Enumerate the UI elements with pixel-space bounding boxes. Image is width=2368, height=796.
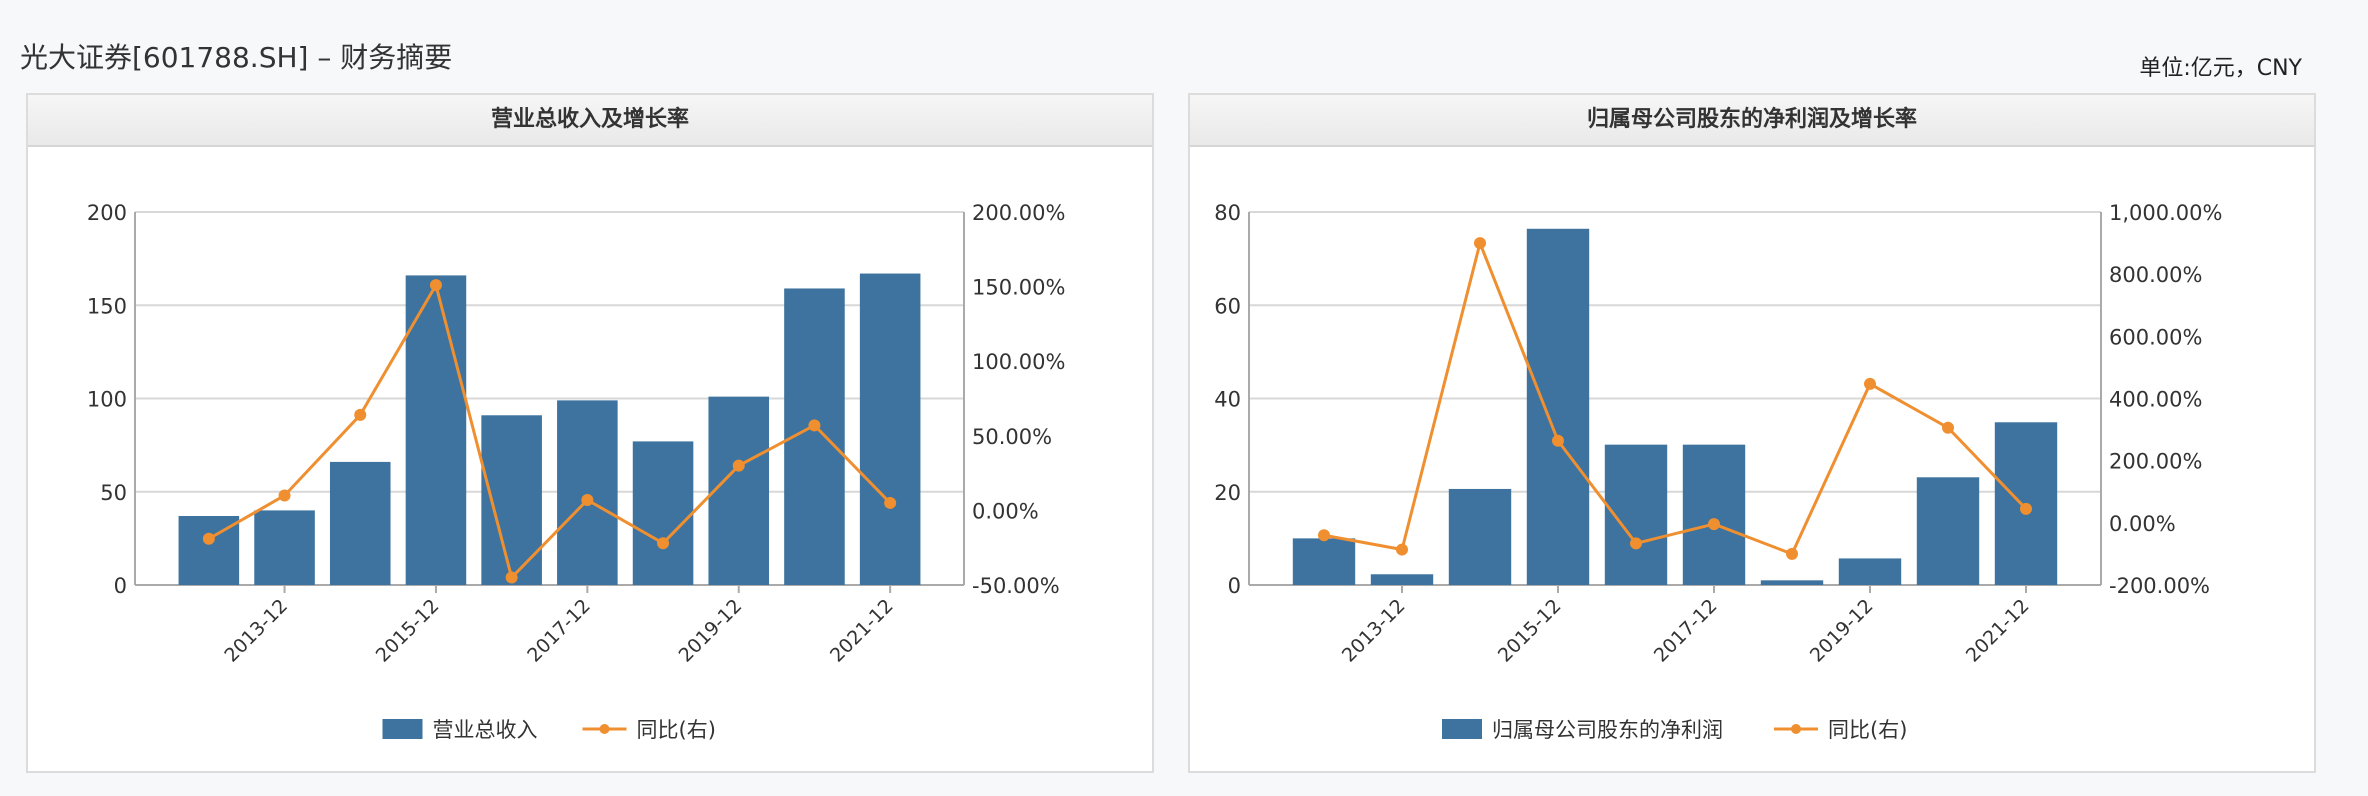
y-tick-right: 50.00% [972, 425, 1052, 449]
growth-point [808, 419, 821, 432]
y-tick-right: 200.00% [972, 201, 1065, 225]
y-tick-left: 50 [100, 481, 127, 505]
x-tick-label: 2019-12 [675, 595, 747, 667]
x-tick-label: 2015-12 [372, 595, 444, 667]
bar [859, 273, 921, 585]
y-tick-left: 200 [87, 201, 127, 225]
net-profit-chart: 0 20 40 60 80 -200.00% 0.00% 200.00% 400.00% 600.… [1214, 201, 2222, 742]
y-tick-left: 60 [1214, 294, 1241, 318]
bar [1760, 580, 1824, 585]
growth-point [657, 537, 670, 550]
legend-line-label: 同比(右) [637, 718, 716, 742]
y-tick-right: -200.00% [2109, 574, 2210, 598]
growth-point [2020, 502, 2032, 515]
growth-point [732, 459, 745, 472]
x-tick-label: 2013-12 [1338, 595, 1410, 667]
unit-label: 单位:亿元，CNY [2139, 56, 2302, 81]
page-title: 光大证券[601788.SH] – 财务摘要 [20, 41, 453, 74]
legend-bar-swatch [1442, 719, 1482, 739]
legend-bar-swatch [382, 719, 423, 739]
y-tick-right: 150.00% [972, 276, 1065, 300]
y-tick-left: 40 [1214, 388, 1241, 412]
bar [405, 275, 467, 585]
y-tick-left: 20 [1214, 481, 1241, 505]
legend-bar-label: 归属母公司股东的净利润 [1492, 718, 1723, 742]
growth-point [202, 532, 215, 545]
growth-point [581, 493, 594, 506]
bar [329, 461, 391, 585]
growth-point [1786, 547, 1798, 560]
growth-point [1318, 529, 1330, 542]
bar [1292, 538, 1356, 585]
bar [1526, 228, 1590, 585]
y-tick-left: 100 [87, 388, 127, 412]
growth-point [1552, 434, 1564, 447]
growth-point [429, 279, 442, 292]
bar [632, 441, 694, 585]
growth-point [278, 489, 291, 502]
x-tick-label: 2013-12 [220, 595, 292, 667]
bar [708, 396, 770, 585]
y-tick-right: 800.00% [2109, 263, 2202, 287]
net-profit-chart-panel: 归属母公司股东的净利润及增长率 0 20 40 60 80 -200.00% 0.00% 20… [1188, 93, 2316, 773]
y-tick-right: 600.00% [2109, 325, 2202, 349]
x-tick-label: 2021-12 [826, 595, 898, 667]
growth-line [208, 281, 892, 581]
bar [1916, 477, 1980, 585]
legend-line-marker [1791, 724, 1801, 734]
growth-point [1630, 537, 1642, 550]
legend-line-label: 同比(右) [1828, 718, 1907, 742]
bar [557, 400, 618, 585]
x-tick-label: 2015-12 [1494, 595, 1566, 667]
y-tick-right: 100.00% [972, 350, 1065, 374]
growth-point [1708, 518, 1720, 531]
y-tick-right: -50.00% [972, 574, 1060, 598]
growth-point [884, 496, 897, 509]
y-tick-right: 0.00% [2109, 512, 2176, 536]
growth-point [1396, 543, 1408, 556]
x-tick-label: 2017-12 [1650, 595, 1722, 667]
y-tick-right: 1,000.00% [2109, 201, 2222, 225]
x-tick-label: 2017-12 [523, 595, 595, 667]
chart-title: 营业总收入及增长率 [28, 95, 1152, 147]
growth-point [1864, 377, 1876, 390]
bar [254, 510, 315, 585]
growth-point [1474, 237, 1486, 250]
x-tick-label: 2021-12 [1962, 595, 2034, 667]
bar [1448, 488, 1512, 585]
legend-line-marker [599, 724, 610, 734]
revenue-chart: 0 50 100 150 200 -50.00% 0.00% 50.00% 100.00% 150… [87, 201, 1066, 742]
chart-title: 归属母公司股东的净利润及增长率 [1190, 95, 2314, 147]
growth-point [505, 571, 518, 584]
bar [1838, 558, 1902, 585]
y-tick-left: 0 [114, 574, 127, 598]
legend-bar-label: 营业总收入 [433, 718, 538, 742]
y-tick-left: 150 [87, 294, 127, 318]
y-tick-right: 0.00% [972, 499, 1039, 523]
bar [1370, 574, 1434, 585]
y-tick-left: 0 [1228, 574, 1241, 598]
y-tick-right: 200.00% [2109, 450, 2202, 474]
growth-point [1942, 421, 1954, 434]
x-tick-label: 2019-12 [1806, 595, 1878, 667]
revenue-chart-panel: 营业总收入及增长率 0 50 100 150 200 -50.00% 0.00% 50.00%… [26, 93, 1154, 773]
y-tick-left: 80 [1214, 201, 1241, 225]
growth-line [1323, 238, 2028, 556]
bar [1682, 444, 1746, 585]
y-tick-right: 400.00% [2109, 388, 2202, 412]
growth-point [354, 408, 367, 421]
